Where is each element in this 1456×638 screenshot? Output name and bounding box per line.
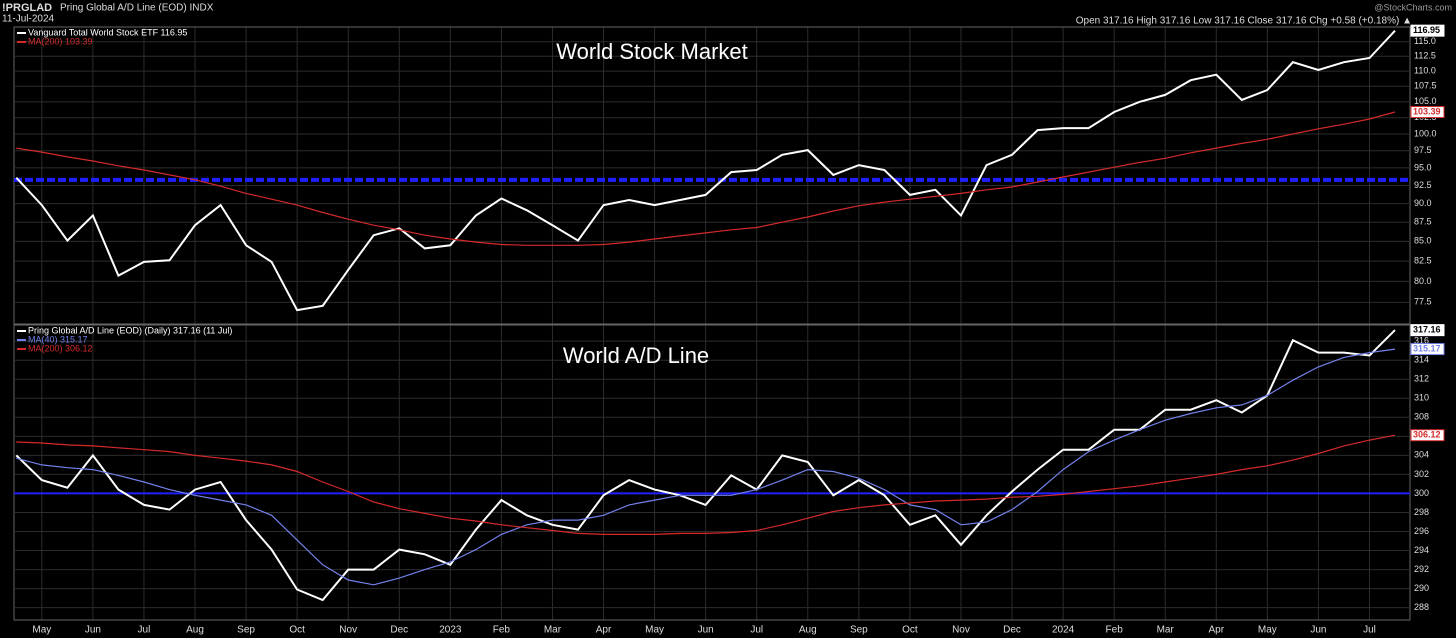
x-tick-label: Jul <box>138 625 151 636</box>
y-tick-label: 300 <box>1414 488 1429 498</box>
y-tick-label: 292 <box>1414 564 1429 574</box>
x-tick-label: May <box>1258 625 1277 636</box>
y-tick-label: 115.0 <box>1414 36 1436 46</box>
x-tick-label: Jul <box>750 625 763 636</box>
y-tick-label: 107.5 <box>1414 81 1437 91</box>
y-tick-label: 80.0 <box>1414 276 1432 286</box>
x-tick-label: Aug <box>799 625 817 636</box>
x-tick-label: Nov <box>339 625 357 636</box>
x-tick-label: 2023 <box>439 625 462 636</box>
series-line <box>15 329 1396 602</box>
legend-label: MA(200) 306.12 <box>28 343 93 353</box>
y-tick-label: 90.0 <box>1414 198 1432 208</box>
x-tick-label: May <box>645 625 664 636</box>
price-tag-label: 306.12 <box>1413 430 1441 440</box>
series-line <box>16 434 1396 535</box>
x-tick-label: May <box>32 625 51 636</box>
y-tick-label: 296 <box>1414 526 1429 536</box>
y-tick-label: 310 <box>1414 393 1429 403</box>
y-tick-label: 77.5 <box>1414 297 1432 307</box>
y-tick-label: 290 <box>1414 583 1429 593</box>
x-tick-label: Feb <box>1106 625 1124 636</box>
x-tick-label: Jul <box>1363 625 1376 636</box>
panel-annotation: World A/D Line <box>563 343 709 368</box>
x-tick-label: Dec <box>1003 625 1021 636</box>
series-line <box>15 30 1396 312</box>
y-tick-label: 110.0 <box>1414 65 1436 75</box>
x-tick-label: Sep <box>850 625 868 636</box>
y-tick-label: 82.5 <box>1414 255 1432 265</box>
x-tick-label: Feb <box>493 625 511 636</box>
x-tick-label: Apr <box>596 625 612 636</box>
price-info: Open 317.16 High 317.16 Low 317.16 Close… <box>1076 16 1412 27</box>
price-tag <box>1410 106 1445 119</box>
x-tick-label: Mar <box>1157 625 1175 636</box>
y-tick-label: 288 <box>1414 602 1429 612</box>
y-tick-label: 85.0 <box>1414 236 1432 246</box>
x-tick-label: Mar <box>544 625 562 636</box>
y-tick-label: 308 <box>1414 412 1429 422</box>
x-tick-label: Jun <box>698 625 714 636</box>
symbol: !PRGLAD <box>2 2 52 14</box>
y-tick-label: 87.5 <box>1414 217 1432 227</box>
price-tag-label: 317.16 <box>1413 325 1441 335</box>
y-tick-label: 100.0 <box>1414 128 1437 138</box>
x-tick-label: Jun <box>85 625 101 636</box>
y-tick-label: 105.0 <box>1414 96 1437 106</box>
y-tick-label: 314 <box>1414 355 1429 365</box>
y-tick-label: 304 <box>1414 450 1429 460</box>
y-tick-label: 112.5 <box>1414 51 1436 61</box>
y-tick-label: 298 <box>1414 507 1429 517</box>
y-tick-label: 316 <box>1414 336 1429 346</box>
panel-frame <box>13 26 1411 325</box>
price-tag-label: 315.17 <box>1413 343 1441 353</box>
y-tick-label: 97.5 <box>1414 145 1432 155</box>
x-tick-label: Oct <box>902 625 918 636</box>
x-tick-label: Aug <box>186 625 204 636</box>
price-tag <box>1410 343 1445 356</box>
y-tick-label: 312 <box>1414 374 1429 384</box>
x-tick-label: Apr <box>1208 625 1224 636</box>
series-line <box>16 111 1396 246</box>
x-tick-label: Oct <box>289 625 305 636</box>
legend-label: Vanguard Total World Stock ETF 116.95 <box>28 27 187 37</box>
x-tick-label: Nov <box>952 625 970 636</box>
x-tick-label: Jun <box>1310 625 1326 636</box>
y-tick-label: 95.0 <box>1414 162 1432 172</box>
legend-label: MA(40) 315.17 <box>28 334 88 344</box>
x-tick-label: Dec <box>390 625 408 636</box>
source: @StockCharts.com <box>1374 2 1452 12</box>
price-tag <box>1410 324 1445 337</box>
legend-label: MA(200) 103.39 <box>28 36 93 46</box>
price-tag <box>1410 24 1445 37</box>
legend-label: Pring Global A/D Line (EOD) (Daily) 317.… <box>28 325 232 335</box>
symbol-name: Pring Global A/D Line (EOD) INDX <box>60 3 214 14</box>
y-tick-label: 302 <box>1414 469 1429 479</box>
y-tick-label: 294 <box>1414 545 1429 555</box>
panel-annotation: World Stock Market <box>556 39 748 64</box>
price-tag <box>1410 429 1445 442</box>
series-line <box>16 348 1396 586</box>
price-tag-label: 103.39 <box>1413 106 1441 116</box>
y-tick-label: 92.5 <box>1414 180 1432 190</box>
price-tag-label: 116.95 <box>1413 25 1440 35</box>
panel-frame <box>13 324 1411 621</box>
x-tick-label: 2024 <box>1052 625 1075 636</box>
x-tick-label: Sep <box>237 625 255 636</box>
chart-date: 11-Jul-2024 <box>2 14 55 25</box>
